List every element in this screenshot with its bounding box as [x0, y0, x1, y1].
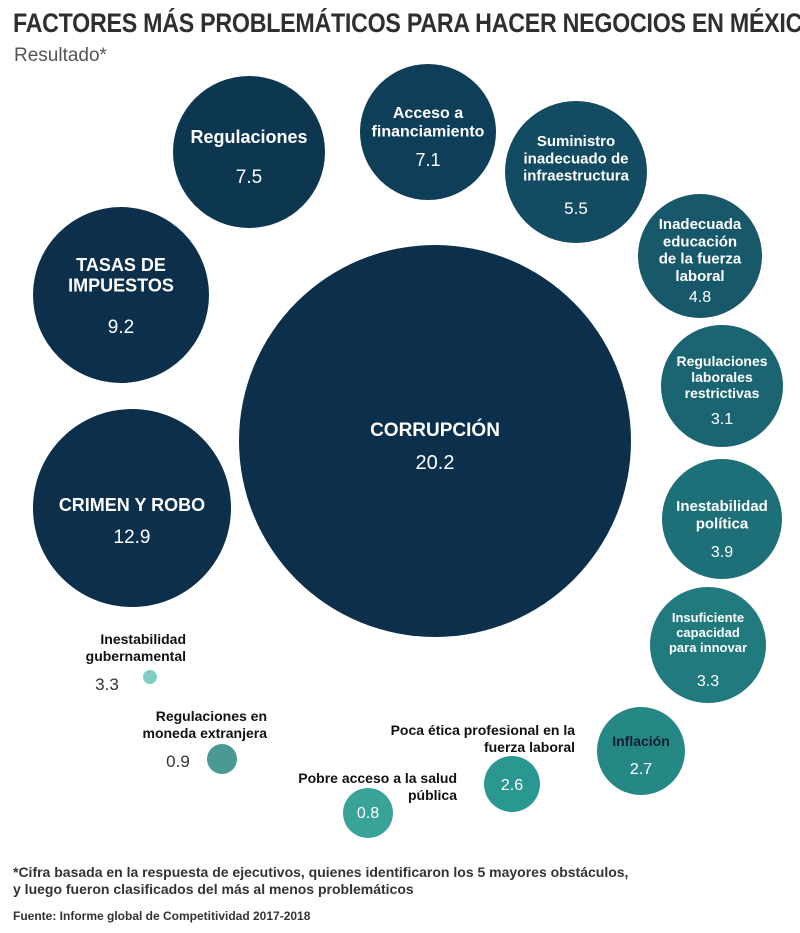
- bubble-regulaciones-en-moneda-extranjera: Regulaciones en moneda extranjera 0.9: [143, 708, 268, 774]
- bubble-value: 9.2: [108, 317, 134, 338]
- bubble-value: 12.9: [114, 527, 151, 548]
- bubble-chart: CORRUPCIÓN 20.2 CRIMEN Y ROBO 12.9 TASAS DE I…: [33, 64, 783, 838]
- bubble-poca-etica-profesional-en-la-fuerza-laboral: Poca ética profesional en la fuerza labor…: [391, 722, 576, 812]
- bubble-regulaciones: Regulaciones 7.5: [173, 76, 325, 228]
- bubble-label: Insuficiente capacidad para innovar: [669, 610, 747, 655]
- bubble-value: 3.1: [711, 411, 733, 428]
- chart-title: FACTORES MÁS PROBLEMÁTICOS PARA HACER NE…: [13, 8, 800, 38]
- bubble-circle: [33, 409, 231, 607]
- bubble-label: Regulaciones en moneda extranjera: [143, 708, 268, 741]
- bubble-circle: [484, 756, 540, 812]
- bubble-inflacion: Inflación 2.7: [597, 707, 685, 795]
- bubble-label: Inestabilidad gubernamental: [86, 631, 186, 664]
- bubble-insuficiente-capacidad-para-innovar: Insuficiente capacidad para innovar 3.3: [650, 587, 766, 703]
- bubble-label: Inflación: [612, 733, 670, 749]
- bubble-label: Poca ética profesional en la fuerza labor…: [391, 722, 576, 755]
- bubble-value: 3.3: [697, 673, 719, 690]
- bubble-circle: [661, 325, 783, 447]
- bubble-circle: [650, 587, 766, 703]
- bubble-value: 0.8: [357, 805, 379, 822]
- bubble-value: 20.2: [416, 452, 455, 474]
- bubble-circle: [360, 64, 496, 200]
- bubble-circle: [239, 245, 631, 637]
- bubble-label: Regulaciones: [190, 127, 307, 147]
- bubble-value: 0.9: [166, 752, 190, 771]
- bubble-value: 2.7: [630, 761, 652, 778]
- bubble-inestabilidad-gubernamental: Inestabilidad gubernamental 3.3: [86, 631, 186, 694]
- bubble-value: 5.5: [564, 199, 588, 218]
- bubble-label: TASAS DE IMPUESTOS: [68, 255, 174, 296]
- bubble-circle: [597, 707, 685, 795]
- bubble-circle: [207, 744, 237, 774]
- bubble-label: Pobre acceso a la salud pública: [298, 770, 457, 803]
- bubble-label: CORRUPCIÓN: [370, 419, 500, 441]
- bubble-label: CRIMEN Y ROBO: [59, 495, 205, 515]
- bubble-circle: [143, 670, 157, 684]
- bubble-acceso-a-financiamiento: Acceso a financiamiento 7.1: [360, 64, 496, 200]
- bubble-value: 2.6: [501, 777, 523, 794]
- bubble-crimen-y-robo: CRIMEN Y ROBO 12.9: [33, 409, 231, 607]
- bubble-value: 7.5: [236, 167, 262, 188]
- bubble-inestabilidad-politica: Inestabilidad política 3.9: [662, 459, 782, 579]
- footnote-line-2: y luego fueron clasificados del más al m…: [13, 881, 414, 897]
- bubble-value: 3.3: [95, 675, 119, 694]
- footnote-line-1: *Cifra basada en la respuesta de ejecuti…: [13, 864, 629, 880]
- bubble-circle: [662, 459, 782, 579]
- bubble-label: Inestabilidad política: [676, 498, 768, 532]
- bubble-circle: [638, 194, 762, 318]
- bubble-value: 7.1: [415, 150, 440, 170]
- bubble-corrupcion: CORRUPCIÓN 20.2: [239, 245, 631, 637]
- bubble-circle: [173, 76, 325, 228]
- bubble-circle: [505, 101, 647, 243]
- bubble-circle: [33, 207, 209, 383]
- bubble-value: 3.9: [711, 544, 733, 561]
- bubble-label: Regulaciones laborales restrictivas: [676, 353, 767, 401]
- bubble-regulaciones-laborales-restrictivas: Regulaciones laborales restrictivas 3.1: [661, 325, 783, 447]
- bubble-label: Acceso a financiamiento: [372, 105, 485, 140]
- source-note: Fuente: Informe global de Competitividad…: [13, 909, 311, 923]
- bubble-suministro-inadecuado-de-infraestructura: Suministro inadecuado de infraestructura 5.…: [505, 101, 647, 243]
- bubble-circle: [343, 788, 393, 838]
- footnote: *Cifra basada en la respuesta de ejecuti…: [13, 864, 628, 898]
- bubble-value: 4.8: [689, 289, 711, 306]
- bubble-tasas-de-impuestos: TASAS DE IMPUESTOS 9.2: [33, 207, 209, 383]
- bubble-pobre-acceso-a-la-salud-publica: Pobre acceso a la salud pública 0.8: [298, 770, 457, 838]
- bubble-label: Suministro inadecuado de infraestructura: [523, 133, 630, 185]
- bubble-inadecuada-educacion-de-la-fuerza-laboral: Inadecuada educación de la fuerza laboral 4.…: [638, 194, 762, 318]
- bubble-label: Inadecuada educación de la fuerza laboral: [659, 216, 742, 285]
- chart-subtitle: Resultado*: [14, 45, 107, 66]
